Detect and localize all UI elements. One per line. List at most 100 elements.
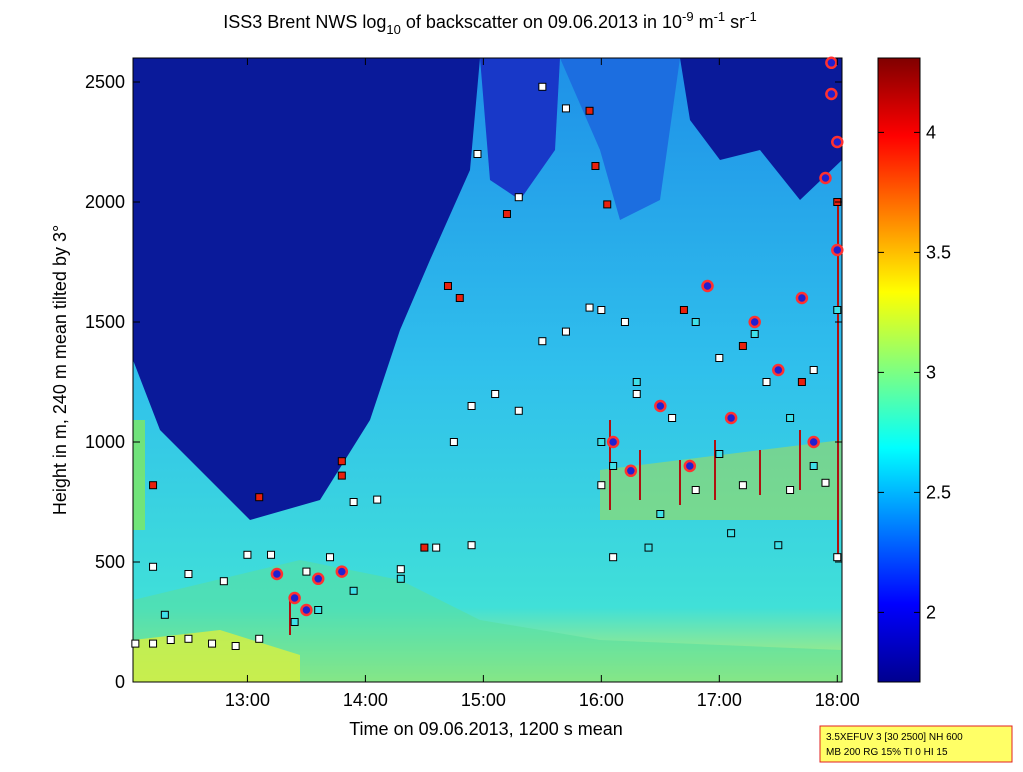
point (184, 570, 193, 578)
point (644, 543, 653, 552)
point (473, 150, 482, 158)
spikes (289, 200, 839, 635)
x-tick-label: 13:00 (225, 690, 270, 710)
point (585, 303, 594, 312)
point (597, 306, 606, 314)
point (632, 390, 641, 398)
point (774, 541, 783, 550)
point (396, 565, 405, 574)
point (701, 279, 714, 293)
y-tick-label: 2500 (85, 72, 125, 92)
point (267, 550, 276, 559)
point (632, 378, 641, 386)
point (160, 610, 169, 619)
annotation: 3.5XEFUV 3 [30 2500] NH 600 (826, 732, 963, 743)
point (491, 390, 500, 398)
x-tick-label: 16:00 (579, 690, 624, 710)
y-axis-label: Height in m, 240 m mean tilted by 3° (50, 225, 70, 515)
point (335, 565, 349, 578)
point (809, 366, 818, 374)
point (514, 193, 523, 202)
point (624, 464, 638, 478)
x-tick-label: 18:00 (815, 690, 860, 710)
point (833, 306, 842, 314)
point (455, 294, 464, 302)
point (715, 354, 724, 362)
point (449, 438, 458, 446)
point (679, 306, 688, 314)
point (255, 493, 264, 502)
point (538, 82, 547, 91)
point (166, 636, 175, 644)
point (467, 402, 476, 410)
point (691, 318, 700, 326)
point (603, 200, 612, 209)
colorbar (877, 57, 921, 683)
colorbar-tick-label: 3 (926, 362, 936, 382)
point (609, 553, 618, 562)
point (432, 543, 441, 552)
point (349, 498, 358, 506)
y-tick-label: 2000 (85, 192, 125, 212)
colorbar-tick-label: 4 (926, 122, 936, 142)
colorbar-tick-label: 2 (926, 602, 936, 622)
point (654, 399, 667, 413)
plot-frame (132, 57, 843, 683)
points (131, 56, 844, 650)
point (219, 577, 228, 586)
point (597, 481, 606, 490)
point (184, 634, 193, 643)
point (795, 291, 809, 305)
annotation: MB 200 RG 15% TI 0 HI 15 (826, 747, 948, 758)
x-tick-label: 14:00 (343, 690, 388, 710)
point (420, 543, 429, 552)
point (786, 486, 795, 494)
point (591, 162, 600, 170)
point (243, 550, 252, 559)
y-tick-label: 1500 (85, 312, 125, 332)
point (825, 87, 838, 101)
point (337, 471, 346, 480)
point (727, 529, 736, 538)
point (349, 586, 358, 595)
point (807, 435, 820, 449)
chart-title: ISS3 Brent NWS log10 of backscatter on 0… (223, 9, 756, 37)
point (715, 450, 724, 458)
point (300, 603, 313, 617)
backscatter-field (133, 58, 842, 682)
point (373, 495, 382, 504)
point (597, 438, 606, 446)
point (724, 411, 738, 425)
point (620, 318, 629, 326)
point (326, 553, 335, 562)
point (208, 639, 217, 648)
point (691, 486, 700, 494)
point (502, 210, 511, 218)
annotation-box (819, 725, 1013, 763)
point (762, 378, 771, 386)
point (738, 481, 747, 490)
point (606, 435, 620, 449)
point (772, 363, 785, 377)
y-tick-label: 500 (95, 552, 125, 572)
x-axis-label: Time on 09.06.2013, 1200 s mean (349, 719, 623, 739)
y-tick-label: 1000 (85, 432, 125, 452)
point (396, 574, 405, 583)
point (738, 342, 747, 350)
colorbar-tick-label: 3.5 (926, 242, 951, 262)
point (467, 541, 476, 550)
point (809, 462, 818, 470)
y-tick-label: 0 (115, 672, 125, 692)
point (311, 572, 325, 586)
point (149, 481, 158, 490)
point (833, 553, 842, 562)
point (797, 378, 806, 386)
point (538, 337, 547, 346)
point (748, 315, 761, 329)
point (831, 135, 844, 149)
point (656, 510, 665, 518)
colorbar-tick-label: 2.5 (926, 482, 951, 502)
point (831, 243, 844, 257)
point (819, 171, 832, 185)
